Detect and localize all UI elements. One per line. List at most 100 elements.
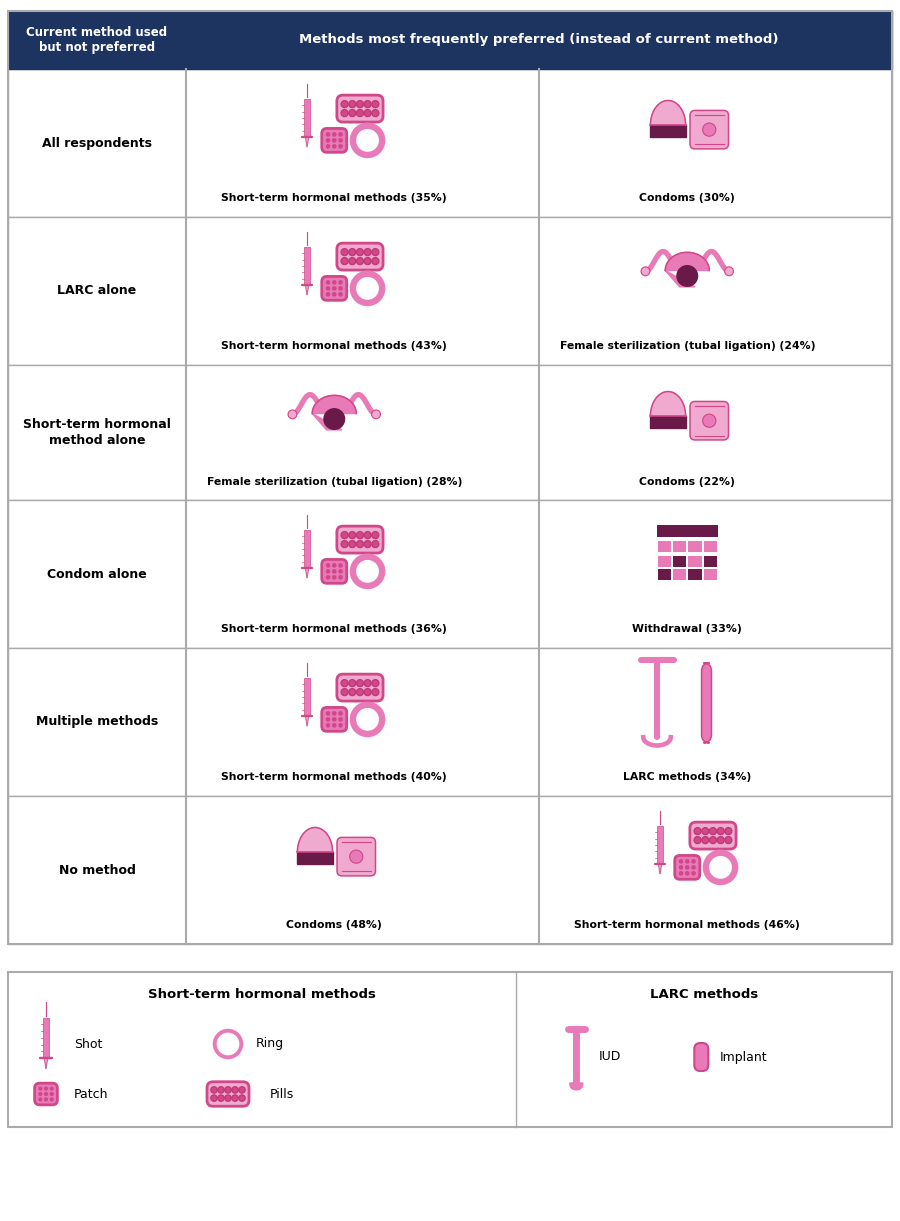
Circle shape	[364, 689, 371, 696]
Circle shape	[332, 138, 337, 143]
Bar	[43, 1018, 49, 1059]
Circle shape	[341, 689, 348, 696]
Circle shape	[709, 828, 716, 835]
Circle shape	[332, 292, 337, 297]
Bar	[186, 11, 892, 70]
Circle shape	[326, 138, 330, 143]
Circle shape	[288, 410, 297, 419]
Text: LARC alone: LARC alone	[58, 284, 137, 298]
Circle shape	[50, 1098, 54, 1101]
Circle shape	[341, 258, 348, 265]
Circle shape	[211, 1095, 217, 1101]
Circle shape	[356, 258, 364, 265]
Circle shape	[350, 850, 363, 863]
Circle shape	[338, 138, 343, 143]
Circle shape	[38, 1087, 42, 1090]
Circle shape	[364, 258, 371, 265]
Circle shape	[356, 249, 364, 255]
Circle shape	[338, 292, 343, 297]
Text: Condoms (48%): Condoms (48%)	[286, 919, 382, 929]
Circle shape	[238, 1087, 245, 1093]
Text: Short-term hormonal methods (46%): Short-term hormonal methods (46%)	[574, 919, 800, 929]
Bar	[688, 541, 702, 552]
Bar	[704, 569, 717, 580]
Circle shape	[211, 1087, 217, 1093]
Circle shape	[372, 100, 379, 107]
Circle shape	[356, 100, 364, 107]
Circle shape	[232, 1095, 239, 1101]
Circle shape	[341, 680, 348, 686]
Circle shape	[326, 575, 330, 580]
Bar	[673, 557, 686, 568]
Bar	[8, 501, 892, 648]
Bar	[8, 796, 892, 944]
Circle shape	[341, 531, 348, 538]
Circle shape	[641, 267, 650, 276]
Circle shape	[691, 864, 696, 869]
Circle shape	[326, 569, 330, 574]
Circle shape	[326, 280, 330, 284]
Circle shape	[338, 723, 343, 728]
Circle shape	[338, 569, 343, 574]
Circle shape	[356, 531, 364, 538]
Bar	[304, 247, 310, 284]
Circle shape	[225, 1095, 231, 1101]
Circle shape	[349, 541, 356, 547]
Polygon shape	[305, 716, 309, 725]
Circle shape	[338, 717, 343, 722]
FancyBboxPatch shape	[321, 559, 347, 584]
Circle shape	[332, 563, 337, 568]
Text: Condoms (22%): Condoms (22%)	[639, 477, 735, 487]
Circle shape	[724, 828, 732, 835]
Bar	[658, 569, 670, 580]
Polygon shape	[305, 284, 309, 294]
Bar	[304, 530, 310, 568]
Circle shape	[685, 871, 689, 875]
Bar	[704, 557, 717, 568]
Circle shape	[341, 100, 348, 107]
Text: Short-term hormonal methods (36%): Short-term hormonal methods (36%)	[221, 624, 447, 634]
Text: Multiple methods: Multiple methods	[36, 716, 158, 729]
Circle shape	[332, 286, 337, 291]
Bar	[297, 852, 333, 864]
Circle shape	[338, 575, 343, 580]
FancyBboxPatch shape	[321, 707, 347, 731]
Circle shape	[349, 680, 356, 686]
Circle shape	[326, 711, 330, 716]
Bar	[657, 525, 717, 537]
Bar	[688, 557, 702, 568]
Polygon shape	[651, 100, 686, 126]
Text: LARC methods: LARC methods	[650, 988, 759, 1000]
Text: IUD: IUD	[598, 1050, 621, 1063]
Polygon shape	[312, 396, 356, 430]
Text: Short-term hormonal methods (35%): Short-term hormonal methods (35%)	[221, 193, 447, 203]
Text: Withdrawal (33%): Withdrawal (33%)	[633, 624, 742, 634]
Text: Implant: Implant	[719, 1050, 767, 1063]
Circle shape	[703, 123, 716, 137]
Circle shape	[341, 541, 348, 547]
Text: Short-term hormonal methods: Short-term hormonal methods	[148, 988, 376, 1000]
Circle shape	[50, 1092, 54, 1096]
Bar	[704, 541, 717, 552]
Bar	[658, 557, 670, 568]
Circle shape	[356, 689, 364, 696]
Polygon shape	[305, 568, 309, 578]
Circle shape	[356, 680, 364, 686]
FancyBboxPatch shape	[675, 856, 700, 879]
Circle shape	[349, 100, 356, 107]
Circle shape	[338, 286, 343, 291]
Polygon shape	[297, 828, 333, 852]
Circle shape	[338, 563, 343, 568]
Circle shape	[38, 1092, 42, 1096]
Circle shape	[691, 871, 696, 875]
FancyBboxPatch shape	[337, 95, 383, 122]
Circle shape	[332, 575, 337, 580]
Text: No method: No method	[58, 863, 135, 877]
Circle shape	[332, 569, 337, 574]
Bar	[304, 678, 310, 716]
Circle shape	[356, 110, 364, 116]
Circle shape	[372, 689, 379, 696]
Circle shape	[238, 1095, 245, 1101]
FancyBboxPatch shape	[337, 674, 383, 701]
Polygon shape	[305, 137, 309, 147]
